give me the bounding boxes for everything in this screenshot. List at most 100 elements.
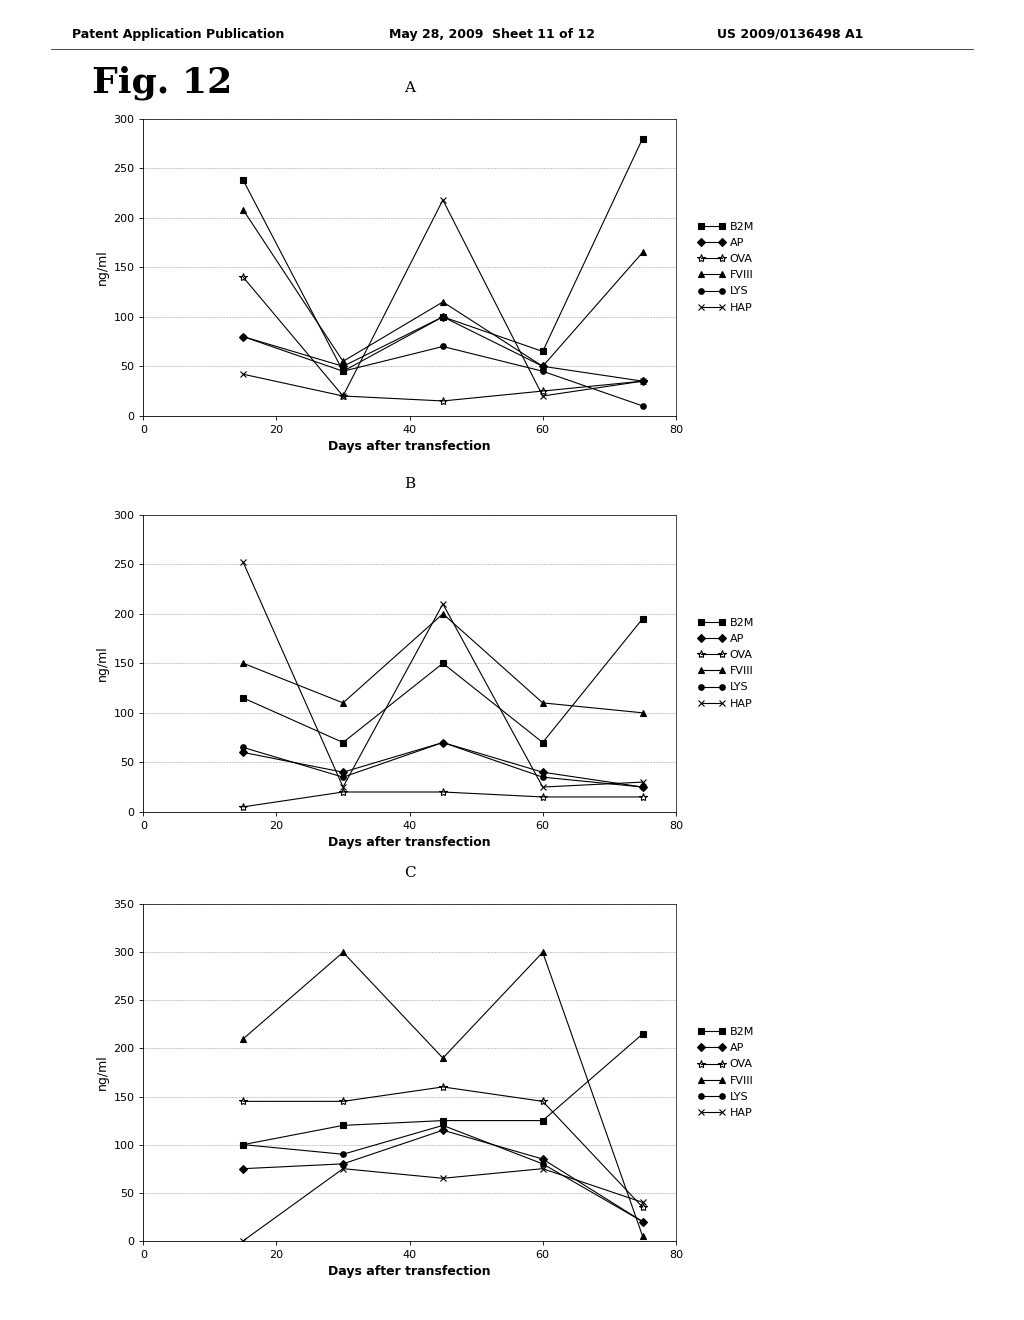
Line: LYS: LYS: [241, 334, 645, 409]
Y-axis label: ng/ml: ng/ml: [96, 249, 109, 285]
FVIII: [238, 1031, 250, 1047]
OVA: [537, 1093, 549, 1109]
LYS: [337, 363, 349, 379]
HAP: [238, 1233, 250, 1249]
B2M: [537, 343, 549, 359]
AP: [637, 779, 649, 795]
HAP: [437, 597, 450, 612]
AP: [238, 744, 250, 760]
HAP: [437, 1171, 450, 1187]
AP: [437, 309, 450, 325]
FVIII: [637, 1228, 649, 1243]
B2M: [238, 1137, 250, 1152]
OVA: [537, 789, 549, 805]
OVA: [337, 1093, 349, 1109]
FVIII: [337, 694, 349, 710]
HAP: [437, 191, 450, 207]
B2M: [337, 363, 349, 379]
LYS: [537, 363, 549, 379]
B2M: [637, 611, 649, 627]
Text: B: B: [404, 477, 415, 491]
OVA: [238, 269, 250, 285]
AP: [537, 358, 549, 375]
LYS: [337, 1146, 349, 1162]
Line: AP: AP: [241, 314, 645, 384]
LYS: [537, 770, 549, 785]
Line: OVA: OVA: [239, 273, 647, 405]
FVIII: [238, 656, 250, 672]
OVA: [437, 393, 450, 409]
Text: US 2009/0136498 A1: US 2009/0136498 A1: [717, 28, 863, 41]
FVIII: [437, 294, 450, 310]
HAP: [537, 779, 549, 795]
OVA: [637, 374, 649, 389]
OVA: [637, 789, 649, 805]
B2M: [437, 656, 450, 672]
FVIII: [238, 202, 250, 218]
HAP: [238, 366, 250, 383]
FVIII: [437, 1051, 450, 1067]
AP: [437, 1122, 450, 1138]
HAP: [337, 388, 349, 404]
B2M: [238, 172, 250, 187]
LYS: [637, 779, 649, 795]
LYS: [437, 734, 450, 750]
LYS: [238, 739, 250, 755]
OVA: [637, 1199, 649, 1214]
B2M: [637, 1026, 649, 1041]
Line: OVA: OVA: [239, 1082, 647, 1212]
Line: OVA: OVA: [239, 788, 647, 810]
OVA: [337, 388, 349, 404]
B2M: [437, 309, 450, 325]
Line: AP: AP: [241, 1127, 645, 1225]
Line: LYS: LYS: [241, 1122, 645, 1225]
LYS: [537, 1156, 549, 1172]
B2M: [238, 690, 250, 706]
Text: May 28, 2009  Sheet 11 of 12: May 28, 2009 Sheet 11 of 12: [389, 28, 595, 41]
FVIII: [537, 694, 549, 710]
AP: [637, 1213, 649, 1229]
OVA: [238, 1093, 250, 1109]
Line: B2M: B2M: [241, 616, 645, 746]
HAP: [337, 779, 349, 795]
AP: [637, 374, 649, 389]
AP: [337, 764, 349, 780]
B2M: [537, 1113, 549, 1129]
LYS: [337, 770, 349, 785]
Line: AP: AP: [241, 739, 645, 789]
FVIII: [637, 244, 649, 260]
FVIII: [437, 606, 450, 622]
B2M: [537, 734, 549, 750]
OVA: [238, 799, 250, 814]
LYS: [637, 1213, 649, 1229]
X-axis label: Days after transfection: Days after transfection: [329, 837, 490, 849]
AP: [337, 1156, 349, 1172]
FVIII: [537, 944, 549, 960]
Y-axis label: ng/ml: ng/ml: [96, 1055, 109, 1090]
Line: LYS: LYS: [241, 739, 645, 789]
OVA: [537, 383, 549, 399]
Text: Fig. 12: Fig. 12: [92, 66, 232, 100]
Line: HAP: HAP: [240, 558, 646, 791]
LYS: [437, 1118, 450, 1134]
AP: [537, 1151, 549, 1167]
FVIII: [537, 358, 549, 375]
LYS: [238, 329, 250, 345]
Line: FVIII: FVIII: [240, 610, 646, 717]
HAP: [337, 1160, 349, 1176]
HAP: [637, 1195, 649, 1210]
Line: B2M: B2M: [241, 1031, 645, 1147]
LYS: [238, 1137, 250, 1152]
Line: HAP: HAP: [240, 197, 646, 400]
OVA: [437, 1078, 450, 1094]
AP: [337, 358, 349, 375]
X-axis label: Days after transfection: Days after transfection: [329, 441, 490, 453]
HAP: [637, 774, 649, 789]
Legend: B2M, AP, OVA, FVIII, LYS, HAP: B2M, AP, OVA, FVIII, LYS, HAP: [697, 222, 754, 313]
OVA: [437, 784, 450, 800]
Line: B2M: B2M: [241, 136, 645, 374]
Line: FVIII: FVIII: [240, 206, 646, 370]
FVIII: [337, 354, 349, 370]
AP: [537, 764, 549, 780]
HAP: [537, 388, 549, 404]
